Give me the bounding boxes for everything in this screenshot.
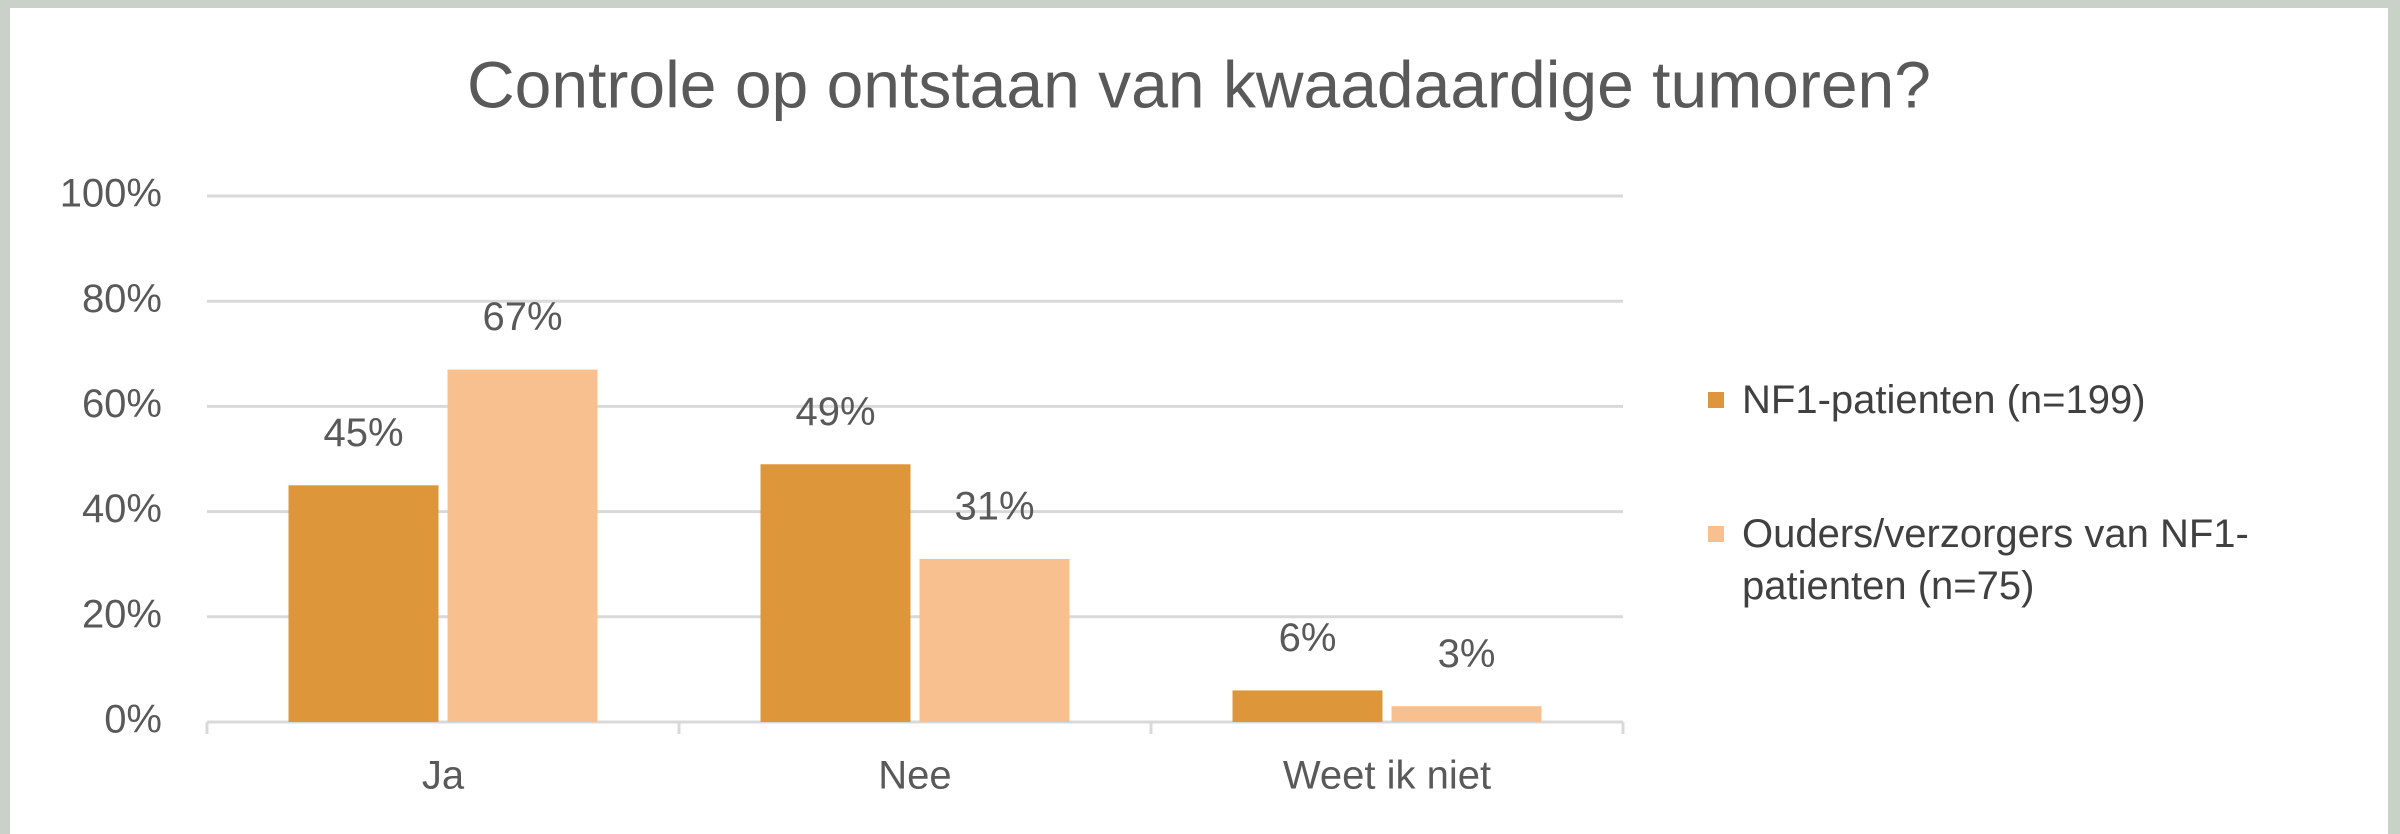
legend-swatch [1708,392,1724,408]
legend-label: NF1-patienten (n=199) [1742,378,2146,422]
y-tick-label: 0% [104,698,162,742]
x-tick-label: Nee [878,754,951,798]
data-label: 6% [1279,616,1337,660]
data-label: 31% [954,485,1034,529]
x-tick-label: Weet ik niet [1283,754,1491,798]
legend-label: Ouders/verzorgers van NF1-patienten (n=7… [1742,512,2249,608]
data-label: 45% [323,411,403,455]
bar [760,464,911,722]
bar [447,369,598,722]
data-label: 3% [1438,632,1496,676]
data-label: 49% [795,390,875,434]
bar [1232,690,1383,722]
bar [1391,706,1542,722]
y-tick-label: 20% [82,592,162,636]
y-tick-label: 60% [82,382,162,426]
legend-swatch [1708,526,1724,542]
bar [288,485,439,722]
x-tick-label: Ja [422,754,465,798]
chart-title: Controle op ontstaan van kwaadaardige tu… [467,47,1931,121]
data-label: 67% [482,295,562,339]
y-tick-label: 80% [82,277,162,321]
y-tick-label: 40% [82,487,162,531]
y-tick-label: 100% [60,172,162,216]
bar [919,558,1070,722]
